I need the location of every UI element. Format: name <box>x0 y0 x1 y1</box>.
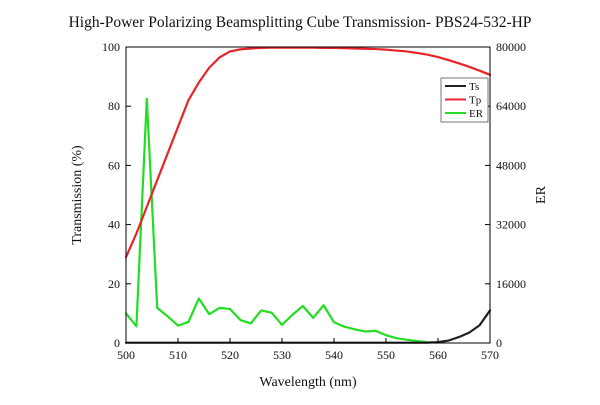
x-tick-label: 560 <box>429 348 447 362</box>
y2-tick-label: 0 <box>496 336 502 350</box>
y-tick-label: 100 <box>102 40 120 54</box>
y2-tick-label: 16000 <box>496 277 526 291</box>
plot-layer <box>124 46 492 344</box>
x-tick-label: 520 <box>221 348 239 362</box>
x-tick-label: 510 <box>169 348 187 362</box>
y-tick-label: 40 <box>108 218 120 232</box>
y-tick-label: 0 <box>114 336 120 350</box>
legend-label-er: ER <box>469 108 484 120</box>
chart-title: High-Power Polarizing Beamsplitting Cube… <box>69 14 532 31</box>
y2-axis-title: ER <box>534 185 549 204</box>
x-tick-label: 570 <box>481 348 499 362</box>
series-line-er <box>124 97 440 344</box>
y2-tick-label: 48000 <box>496 158 526 172</box>
plot-frame <box>125 46 491 344</box>
x-axis-title: Wavelength (nm) <box>259 375 357 390</box>
series-line-tp <box>124 46 492 259</box>
x-tick-label: 530 <box>273 348 291 362</box>
y-tick-label: 60 <box>108 158 120 172</box>
y-tick-label: 80 <box>108 99 120 113</box>
y-axis-title: Transmission (%) <box>70 145 85 245</box>
legend-label-tp: Tp <box>469 95 482 107</box>
y2-tick-label: 64000 <box>496 99 526 113</box>
legend-label-ts: Ts <box>469 81 479 93</box>
y2-tick-label: 32000 <box>496 218 526 232</box>
x-tick-label: 550 <box>377 348 395 362</box>
x-tick-label: 500 <box>117 348 135 362</box>
axis-layer: 500 510 520 530 540 550 560 5700204060801000160… <box>102 40 526 362</box>
series-line-ts <box>124 309 492 344</box>
y2-tick-label: 80000 <box>496 40 526 54</box>
x-tick-label: 540 <box>325 348 343 362</box>
y-tick-label: 20 <box>108 277 120 291</box>
